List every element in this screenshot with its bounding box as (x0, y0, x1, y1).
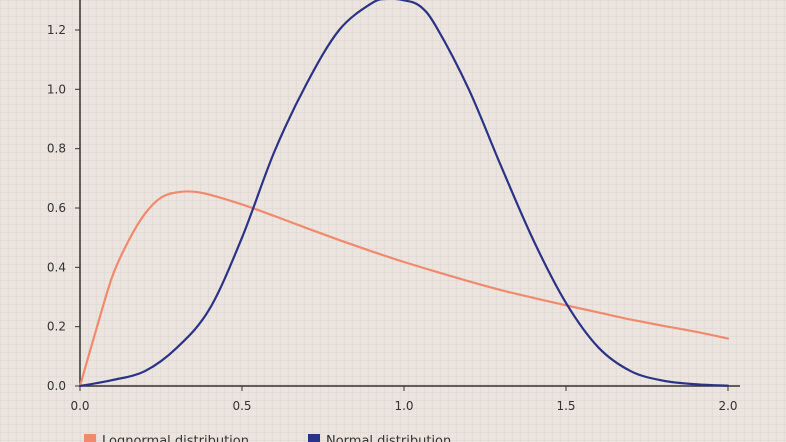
series-layer (78, 0, 730, 388)
y-tick-label: 1.0 (47, 82, 66, 96)
series-line-normal (78, 0, 730, 388)
legend-label: Normal distribution (326, 434, 451, 442)
y-tick-label: 0.0 (47, 379, 66, 393)
legend-label: Lognormal distribution (102, 434, 249, 442)
x-tick-label: 0.0 (70, 399, 89, 413)
y-tick-label: 0.2 (47, 320, 66, 334)
y-tick-label: 0.6 (47, 201, 66, 215)
y-tick-label: 1.2 (47, 23, 66, 37)
y-tick-label: 0.4 (47, 260, 66, 274)
legend: Lognormal distribution Normal distributio… (84, 434, 451, 442)
legend-swatch (308, 434, 320, 442)
x-tick-label: 2.0 (718, 399, 737, 413)
x-tick-label: 0.5 (232, 399, 251, 413)
x-tick-label: 1.5 (556, 399, 575, 413)
y-tick-label: 0.8 (47, 142, 66, 156)
axes: 0.0 0.5 1.0 1.5 2.0 0.0 0.2 0.4 0.6 0.8 1.0 1.2 (47, 0, 740, 413)
x-tick-label: 1.0 (394, 399, 413, 413)
legend-swatch (84, 434, 96, 442)
series-line-lognormal (78, 190, 730, 388)
